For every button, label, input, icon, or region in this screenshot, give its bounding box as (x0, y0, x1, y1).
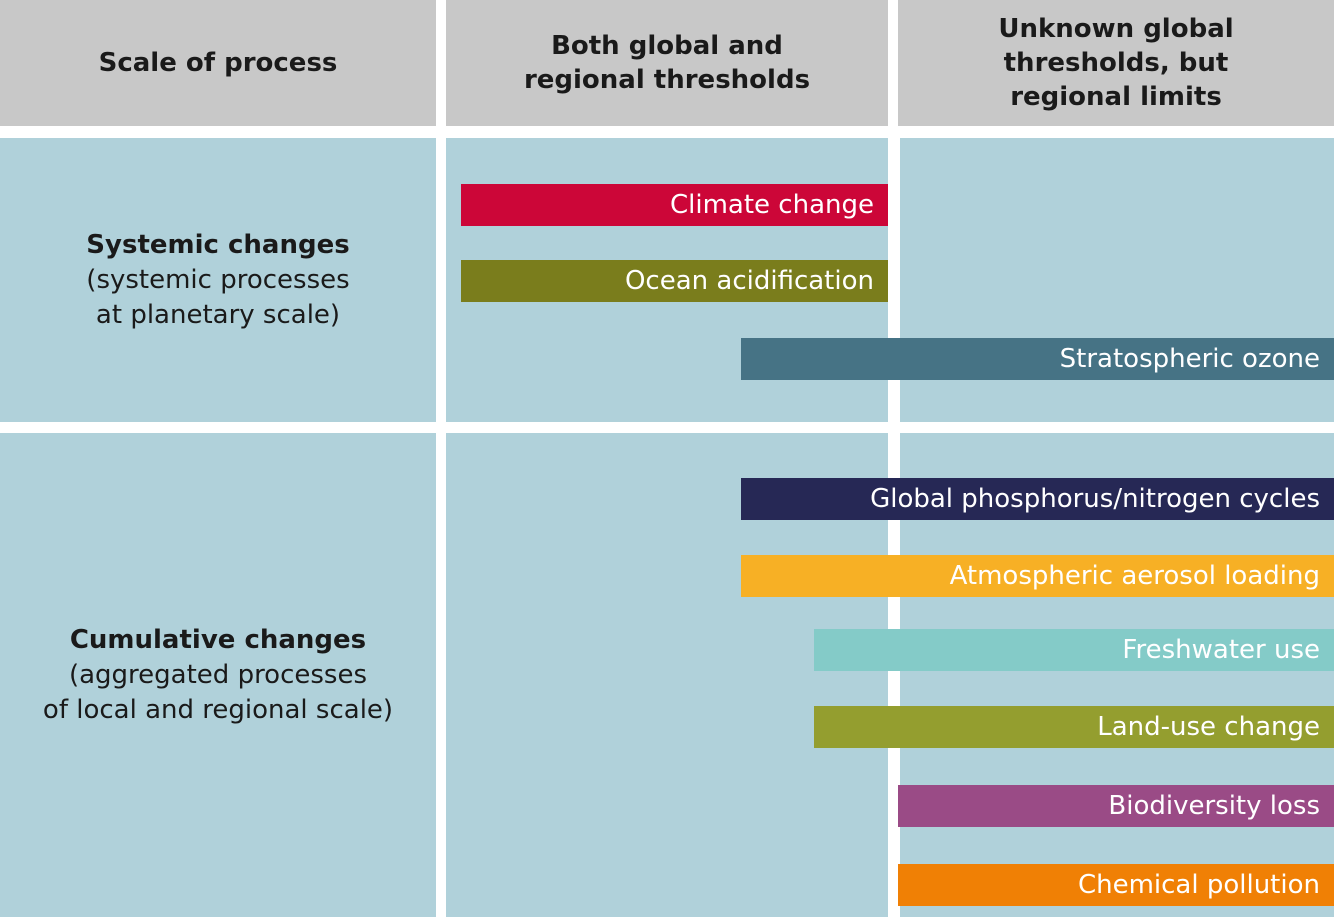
bar-land-use-change: Land-use change (814, 706, 1334, 748)
cumulative-sub2: of local and regional scale) (42, 694, 394, 725)
bar-climate-change: Climate change (461, 184, 888, 226)
systemic-sub1: (systemic processes (86, 264, 350, 295)
header-unknown-line2: thresholds, but (1003, 48, 1229, 78)
header-both-thresholds: Both global and regional thresholds (446, 0, 888, 126)
header-scale-of-process-text: Scale of process (98, 48, 338, 78)
header-unknown-global-thresholds: Unknown global thresholds, but regional … (898, 0, 1334, 126)
header-unknown-line3: regional limits (1010, 82, 1222, 112)
bar-freshwater-use-label: Freshwater use (1122, 635, 1320, 665)
systemic-title: Systemic changes (86, 229, 350, 260)
row-label-systemic: Systemic changes (systemic processes at … (0, 138, 436, 422)
header-both-thresholds-line1: Both global and (551, 31, 783, 61)
bar-phosphorus-nitrogen: Global phosphorus/nitrogen cycles (741, 478, 1334, 520)
bar-aerosol-loading-label: Atmospheric aerosol loading (949, 561, 1320, 591)
bar-stratospheric-ozone: Stratospheric ozone (741, 338, 1334, 380)
header-unknown-line1: Unknown global (998, 14, 1234, 44)
bar-aerosol-loading: Atmospheric aerosol loading (741, 555, 1334, 597)
bar-freshwater-use: Freshwater use (814, 629, 1334, 671)
systemic-sub2: at planetary scale) (95, 299, 341, 330)
bar-phosphorus-nitrogen-label: Global phosphorus/nitrogen cycles (870, 484, 1320, 514)
bar-chemical-pollution-label: Chemical pollution (1077, 870, 1320, 900)
header-both-thresholds-line2: regional thresholds (523, 65, 811, 95)
cumulative-title: Cumulative changes (69, 624, 367, 655)
bar-biodiversity-loss-label: Biodiversity loss (1108, 791, 1320, 821)
row-label-cumulative: Cumulative changes (aggregated processes… (0, 433, 436, 917)
cumulative-sub1: (aggregated processes (68, 659, 368, 690)
bar-biodiversity-loss: Biodiversity loss (898, 785, 1334, 827)
bar-ocean-acidification-label: Ocean acidification (624, 266, 874, 296)
bar-land-use-change-label: Land-use change (1097, 712, 1320, 742)
bar-stratospheric-ozone-label: Stratospheric ozone (1059, 344, 1320, 374)
header-scale-of-process: Scale of process (0, 0, 436, 126)
bar-chemical-pollution: Chemical pollution (898, 864, 1334, 906)
bar-climate-change-label: Climate change (669, 190, 874, 220)
bar-ocean-acidification: Ocean acidification (461, 260, 888, 302)
